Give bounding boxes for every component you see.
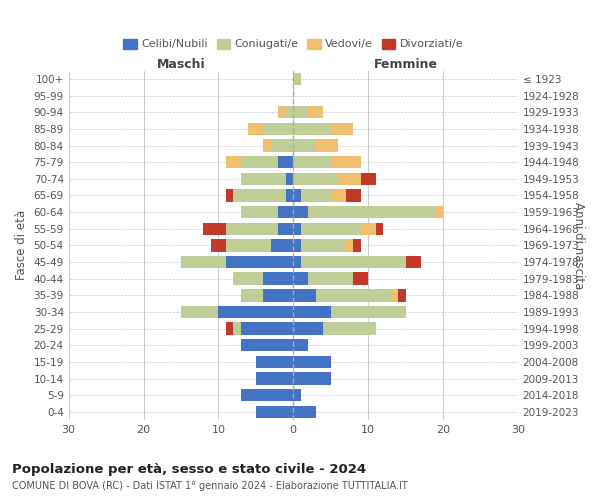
Bar <box>256 372 293 385</box>
Bar <box>226 239 271 252</box>
Bar <box>331 189 346 202</box>
Bar <box>316 140 338 152</box>
Bar <box>301 222 361 235</box>
Bar <box>286 106 293 118</box>
Bar <box>293 156 331 168</box>
Bar <box>256 356 293 368</box>
Bar <box>293 222 301 235</box>
Bar <box>361 172 376 185</box>
Bar <box>293 372 331 385</box>
Bar <box>218 306 293 318</box>
Text: Femmine: Femmine <box>374 58 437 71</box>
Bar <box>331 122 353 135</box>
Bar <box>338 172 361 185</box>
Bar <box>256 406 293 418</box>
Bar <box>323 322 376 335</box>
Bar <box>278 206 293 218</box>
Bar <box>308 206 436 218</box>
Bar <box>286 172 293 185</box>
Bar <box>181 256 226 268</box>
Bar <box>293 322 323 335</box>
Bar <box>278 222 293 235</box>
Bar <box>361 222 376 235</box>
Text: COMUNE DI BOVA (RC) - Dati ISTAT 1° gennaio 2024 - Elaborazione TUTTITALIA.IT: COMUNE DI BOVA (RC) - Dati ISTAT 1° genn… <box>12 481 408 491</box>
Bar <box>293 172 338 185</box>
Bar <box>293 256 301 268</box>
Bar <box>293 239 301 252</box>
Bar <box>398 289 406 302</box>
Bar <box>293 189 301 202</box>
Bar <box>293 339 308 351</box>
Bar <box>233 272 263 285</box>
Bar <box>293 389 301 402</box>
Bar <box>316 289 391 302</box>
Bar <box>293 72 301 85</box>
Bar <box>226 256 293 268</box>
Bar <box>376 222 383 235</box>
Bar <box>301 256 406 268</box>
Bar <box>226 222 278 235</box>
Bar <box>233 189 286 202</box>
Bar <box>293 122 331 135</box>
Bar <box>226 322 233 335</box>
Bar <box>293 356 331 368</box>
Bar <box>293 272 308 285</box>
Bar <box>241 339 293 351</box>
Bar <box>263 289 293 302</box>
Bar <box>203 222 226 235</box>
Bar <box>271 140 293 152</box>
Bar <box>263 140 271 152</box>
Bar <box>293 140 316 152</box>
Bar <box>263 122 293 135</box>
Bar <box>293 406 316 418</box>
Bar <box>293 289 316 302</box>
Bar <box>241 322 293 335</box>
Bar <box>346 239 353 252</box>
Bar <box>278 106 286 118</box>
Bar <box>293 206 308 218</box>
Bar <box>271 239 293 252</box>
Text: Maschi: Maschi <box>157 58 205 71</box>
Bar <box>308 106 323 118</box>
Bar <box>241 289 263 302</box>
Bar <box>308 272 353 285</box>
Bar <box>233 322 241 335</box>
Bar <box>286 189 293 202</box>
Bar <box>181 306 218 318</box>
Bar <box>226 189 233 202</box>
Bar <box>241 389 293 402</box>
Bar <box>263 272 293 285</box>
Bar <box>293 106 308 118</box>
Bar <box>278 156 293 168</box>
Bar <box>353 272 368 285</box>
Bar <box>436 206 443 218</box>
Y-axis label: Fasce di età: Fasce di età <box>15 210 28 280</box>
Bar <box>241 206 278 218</box>
Bar <box>211 239 226 252</box>
Legend: Celibi/Nubili, Coniugati/e, Vedovi/e, Divorziati/e: Celibi/Nubili, Coniugati/e, Vedovi/e, Di… <box>119 34 467 54</box>
Bar <box>301 239 346 252</box>
Bar <box>331 156 361 168</box>
Bar <box>248 122 263 135</box>
Bar <box>241 172 286 185</box>
Bar <box>241 156 278 168</box>
Bar <box>293 306 331 318</box>
Bar <box>406 256 421 268</box>
Bar <box>226 156 241 168</box>
Bar <box>353 239 361 252</box>
Bar <box>346 189 361 202</box>
Bar <box>391 289 398 302</box>
Bar <box>331 306 406 318</box>
Y-axis label: Anni di nascita: Anni di nascita <box>572 202 585 289</box>
Text: Popolazione per età, sesso e stato civile - 2024: Popolazione per età, sesso e stato civil… <box>12 462 366 475</box>
Bar <box>301 189 331 202</box>
